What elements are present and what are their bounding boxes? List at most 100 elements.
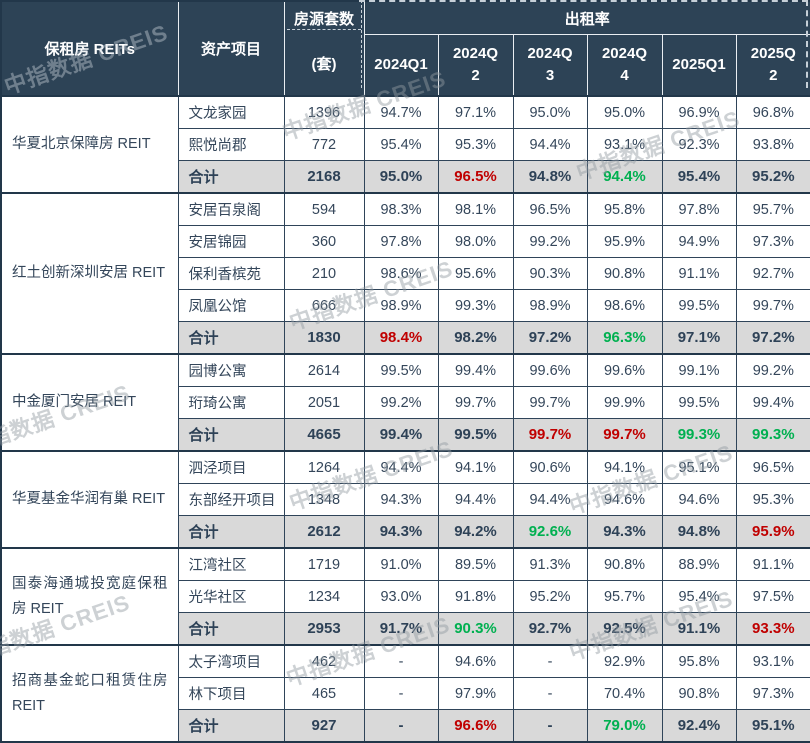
header-quarter-2024q3: 2024Q 3	[512, 34, 588, 97]
header-quarter-2024q4: 2024Q 4	[586, 34, 663, 97]
total-occupancy-rate-cell: 98.4%	[363, 321, 439, 355]
occupancy-rate-cell: 98.1%	[437, 192, 514, 226]
occupancy-rate-cell: 99.4%	[437, 353, 514, 387]
units-count-cell: 1348	[283, 483, 365, 516]
occupancy-rate-cell: 97.3%	[735, 225, 810, 258]
occupancy-rate-cell: 91.0%	[363, 547, 439, 581]
occupancy-rate-cell: 88.9%	[661, 547, 737, 581]
project-row: 熙悦尚郡 772 95.4% 95.3% 94.4% 93.1% 92.3% 93.8%	[1, 128, 810, 161]
occupancy-rate-cell: 99.6%	[586, 353, 663, 387]
occupancy-rate-cell: 99.6%	[512, 353, 588, 387]
units-count-cell: 465	[283, 677, 365, 710]
header-quarter-2025q2: 2025Q 2	[735, 34, 810, 97]
total-occupancy-rate-cell: 96.6%	[437, 709, 514, 743]
project-name-cell: 东部经开项目	[177, 483, 285, 516]
total-occupancy-rate-cell: 94.2%	[437, 515, 514, 549]
occupancy-rate-cell: 98.6%	[363, 257, 439, 290]
total-occupancy-rate-cell: 97.2%	[735, 321, 810, 355]
occupancy-rate-cell: 99.5%	[363, 353, 439, 387]
project-row: 东部经开项目 1348 94.3% 94.4% 94.4% 94.6% 94.6% 95.3%	[1, 483, 810, 516]
occupancy-rate-cell: 90.8%	[586, 547, 663, 581]
units-count-cell: 772	[283, 128, 365, 161]
header-quarter-2025q1: 2025Q1	[661, 34, 737, 97]
occupancy-rate-cell: 95.4%	[363, 128, 439, 161]
header-units-count: 房源套数	[283, 0, 365, 35]
occupancy-rate-cell: 95.0%	[512, 95, 588, 129]
occupancy-rate-cell: 94.7%	[363, 95, 439, 129]
occupancy-rate-cell: 94.6%	[661, 483, 737, 516]
project-row: 中金厦门安居 REIT 园博公寓 2614 99.5% 99.4% 99.6% 99.6% 9…	[0, 353, 810, 452]
project-name-cell: 凤凰公馆	[177, 289, 285, 322]
occupancy-rate-cell: 94.4%	[512, 128, 588, 161]
occupancy-rate-cell: 90.3%	[512, 257, 588, 290]
project-row: 珩琦公寓 2051 99.2% 99.7% 99.7% 99.9% 99.5% 99.4%	[1, 386, 810, 419]
project-name-cell: 园博公寓	[177, 353, 285, 387]
occupancy-rate-cell: 99.2%	[735, 353, 810, 387]
total-occupancy-rate-cell: 95.4%	[661, 160, 737, 194]
occupancy-rate-cell: 96.8%	[735, 95, 810, 129]
total-row: 合计 2168 95.0% 96.5% 94.8% 94.4% 95.4% 95.2%	[1, 160, 810, 194]
total-occupancy-rate-cell: 94.8%	[512, 160, 588, 194]
total-occupancy-rate-cell: 94.4%	[586, 160, 663, 194]
reit-name-cell: 中金厦门安居 REIT	[0, 353, 179, 452]
units-count-cell: 594	[283, 192, 365, 226]
project-name-cell: 保利香槟苑	[177, 257, 285, 290]
project-row: 安居锦园 360 97.8% 98.0% 99.2% 95.9% 94.9% 97.3%	[1, 225, 810, 258]
total-occupancy-rate-cell: 99.3%	[661, 418, 737, 452]
occupancy-rate-cell: 94.4%	[363, 450, 439, 484]
total-occupancy-rate-cell: 92.7%	[512, 612, 588, 646]
occupancy-rate-cell: 94.9%	[661, 225, 737, 258]
occupancy-rate-cell: 99.1%	[661, 353, 737, 387]
total-units-cell: 2612	[283, 515, 365, 549]
occupancy-rate-cell: 91.1%	[661, 257, 737, 290]
total-units-cell: 2168	[283, 160, 365, 194]
total-occupancy-rate-cell: 92.6%	[512, 515, 588, 549]
occupancy-rate-cell: 95.3%	[437, 128, 514, 161]
occupancy-rate-cell: 91.3%	[512, 547, 588, 581]
occupancy-rate-cell: 95.7%	[586, 580, 663, 613]
total-occupancy-rate-cell: -	[363, 709, 439, 743]
reit-name-cell: 华夏基金华润有巢 REIT	[0, 450, 179, 549]
occupancy-rate-cell: 95.8%	[661, 644, 737, 678]
occupancy-rate-cell: 95.9%	[586, 225, 663, 258]
reit-name-cell: 华夏北京保障房 REIT	[0, 95, 179, 194]
project-row: 华夏北京保障房 REIT 文龙家园 1396 94.7% 97.1% 95.0% 95.0%…	[0, 95, 810, 194]
total-occupancy-rate-cell: 91.7%	[363, 612, 439, 646]
header-reits: 保租房 REITs	[0, 0, 179, 97]
occupancy-rate-cell: 98.3%	[363, 192, 439, 226]
occupancy-rate-cell: 90.8%	[586, 257, 663, 290]
occupancy-rate-cell: 98.6%	[586, 289, 663, 322]
occupancy-rate-cell: 99.7%	[735, 289, 810, 322]
occupancy-rate-cell: 95.4%	[661, 580, 737, 613]
occupancy-rate-cell: 94.3%	[363, 483, 439, 516]
units-count-cell: 666	[283, 289, 365, 322]
occupancy-rate-cell: 90.8%	[661, 677, 737, 710]
occupancy-rate-cell: -	[363, 677, 439, 710]
total-occupancy-rate-cell: 96.3%	[586, 321, 663, 355]
occupancy-rate-cell: 92.7%	[735, 257, 810, 290]
total-occupancy-rate-cell: 98.2%	[437, 321, 514, 355]
occupancy-rate-cell: 70.4%	[586, 677, 663, 710]
occupancy-rate-cell: 91.8%	[437, 580, 514, 613]
table-header: 保租房 REITs 资产项目 房源套数 出租率 (套) 2024Q1 2024Q…	[0, 0, 810, 97]
header-units-unit: (套)	[283, 34, 365, 97]
occupancy-rate-cell: -	[363, 644, 439, 678]
total-label-cell: 合计	[177, 515, 285, 549]
project-name-cell: 泗泾项目	[177, 450, 285, 484]
project-row: 国泰海通城投宽庭保租房 REIT 江湾社区 1719 91.0% 89.5% 91.3% 9…	[0, 547, 810, 646]
total-occupancy-rate-cell: 94.3%	[586, 515, 663, 549]
units-count-cell: 1264	[283, 450, 365, 484]
occupancy-rate-cell: 92.9%	[586, 644, 663, 678]
total-units-cell: 927	[283, 709, 365, 743]
total-occupancy-rate-cell: 90.3%	[437, 612, 514, 646]
units-count-cell: 1234	[283, 580, 365, 613]
occupancy-rate-cell: 99.4%	[735, 386, 810, 419]
occupancy-rate-cell: 94.6%	[437, 644, 514, 678]
occupancy-rate-cell: 95.1%	[661, 450, 737, 484]
occupancy-rate-cell: 94.6%	[586, 483, 663, 516]
header-project: 资产项目	[177, 0, 285, 97]
occupancy-rate-cell: 89.5%	[437, 547, 514, 581]
occupancy-rate-cell: 92.3%	[661, 128, 737, 161]
occupancy-rate-cell: 96.9%	[661, 95, 737, 129]
total-occupancy-rate-cell: 94.8%	[661, 515, 737, 549]
